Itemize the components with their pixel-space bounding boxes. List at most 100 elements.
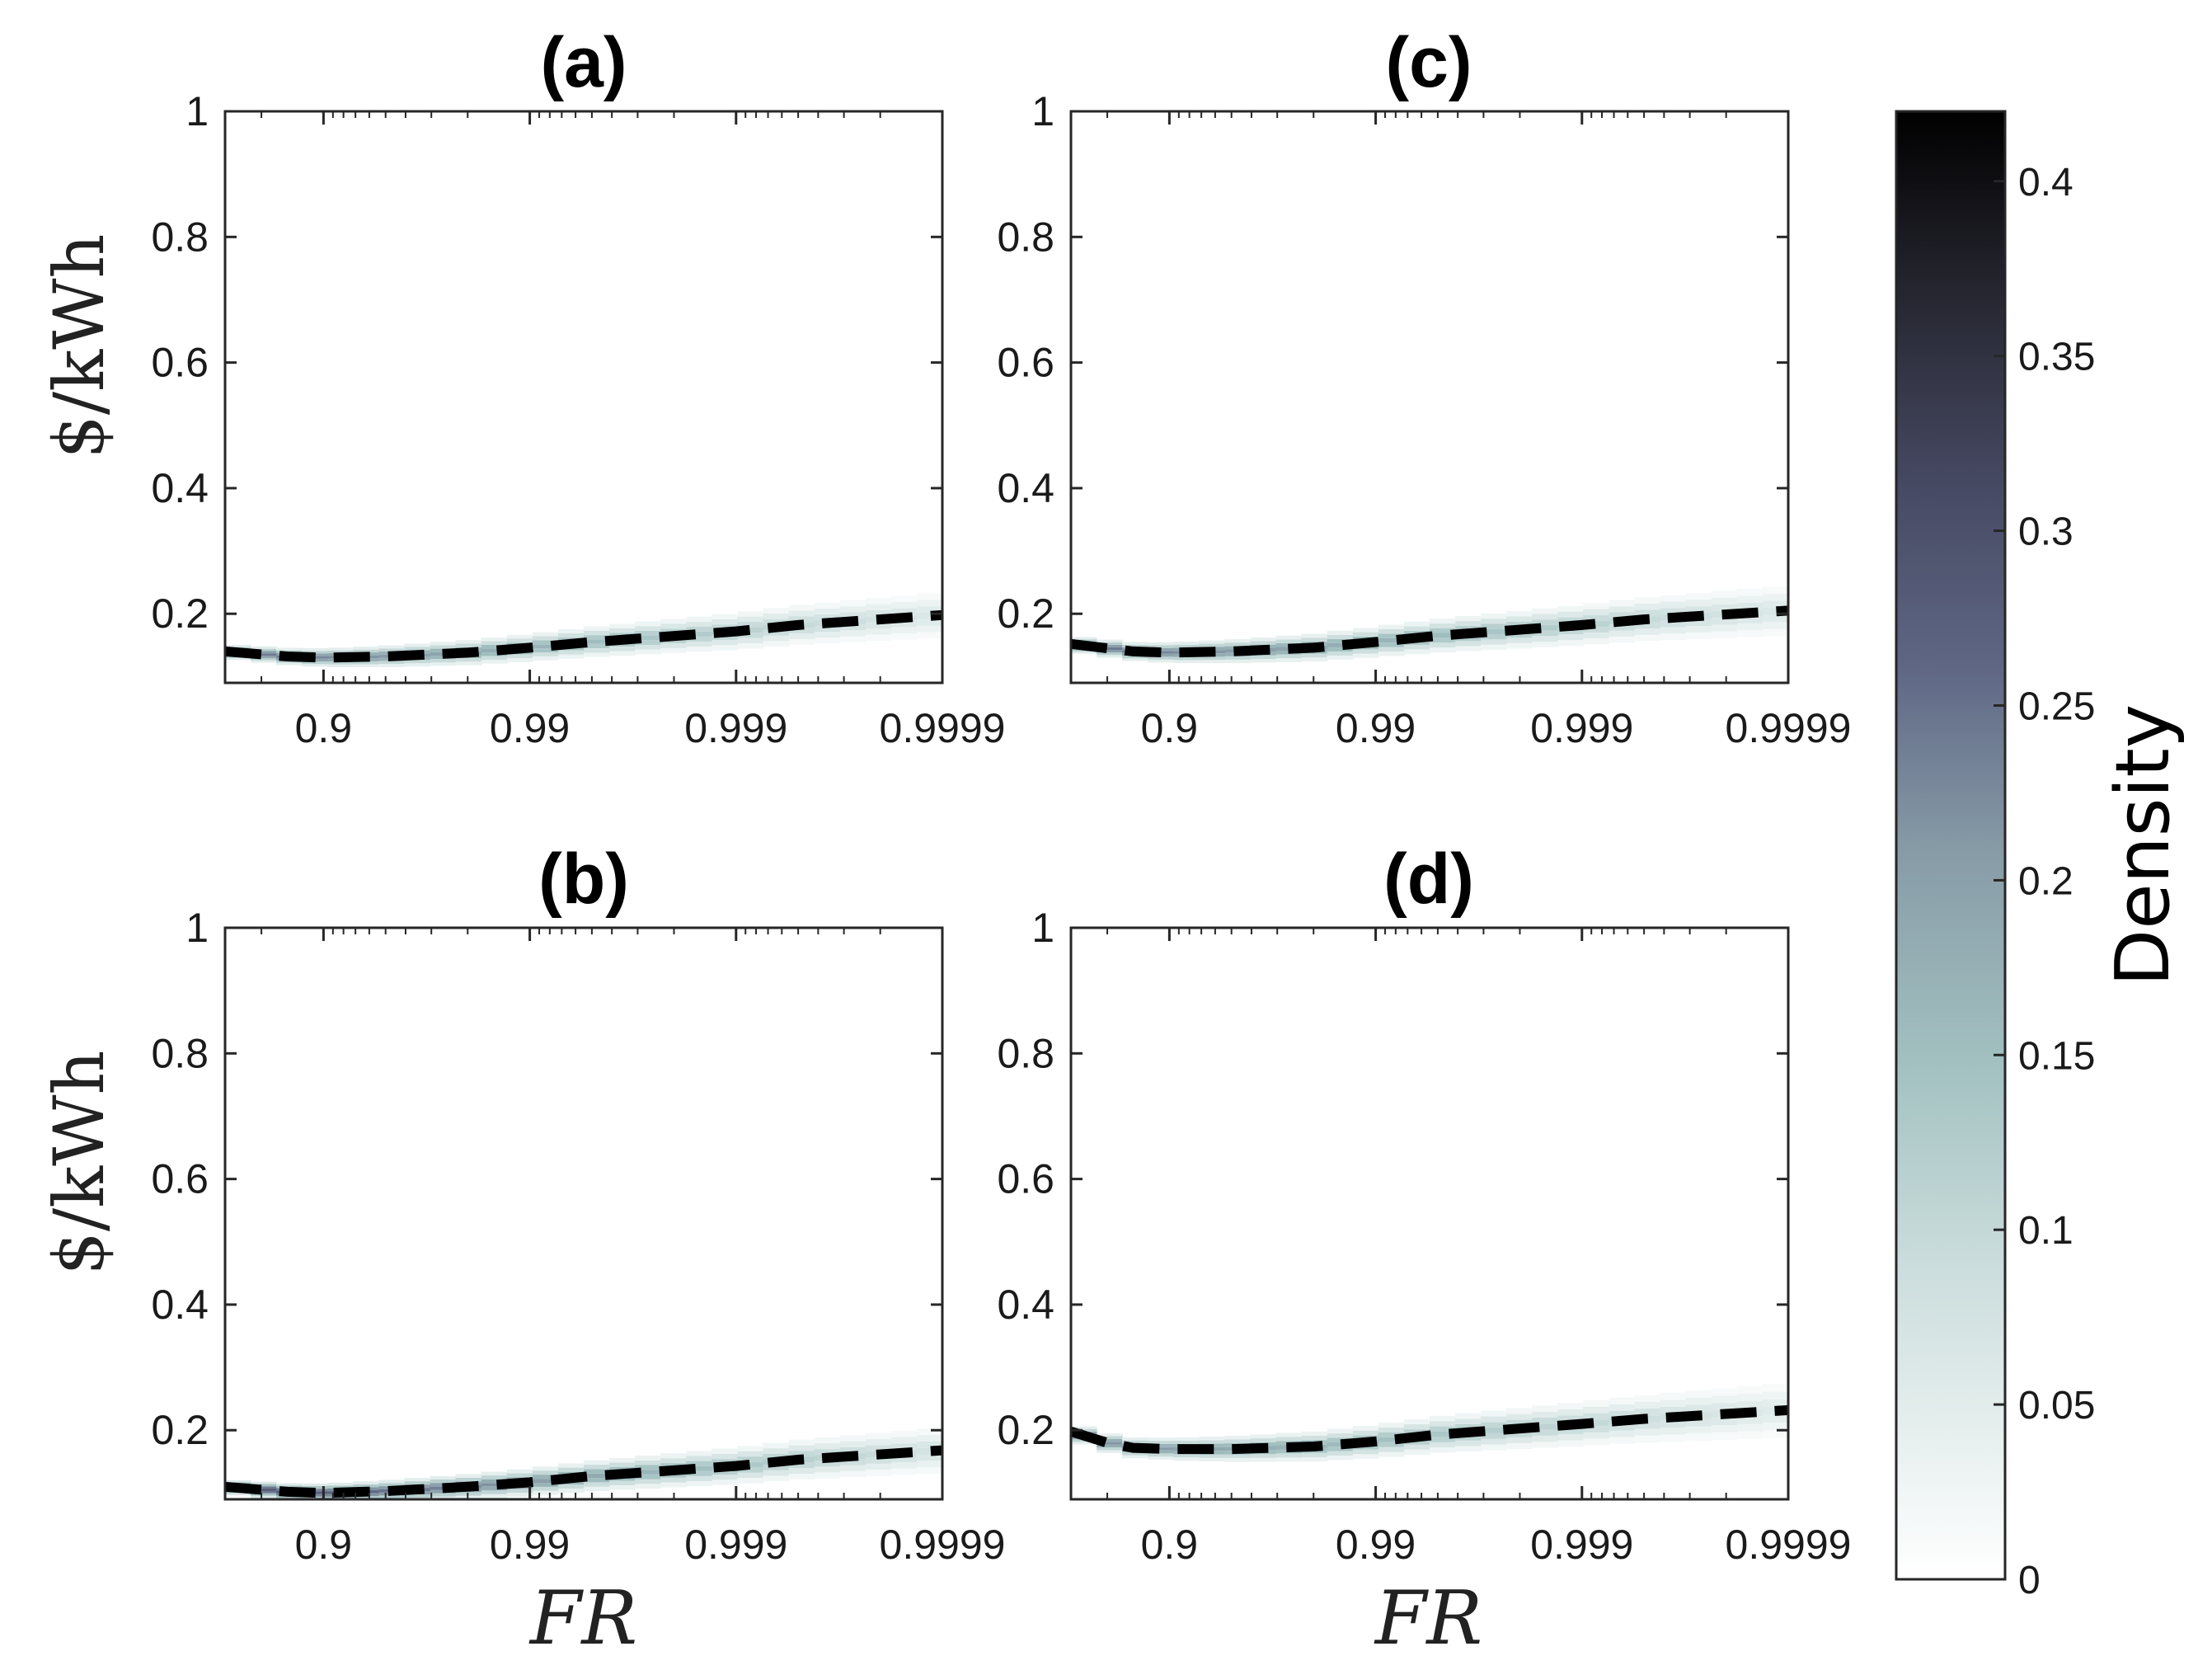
density-cell-c: [1097, 647, 1123, 650]
density-cell-b: [763, 1453, 790, 1460]
density-cell-d: [1301, 1452, 1328, 1457]
density-cell-c: [1455, 641, 1482, 647]
density-cell-d: [1506, 1408, 1533, 1414]
density-cell-a: [814, 608, 841, 614]
density-cell-c: [1762, 593, 1789, 601]
x-tick-label: 0.9: [295, 1522, 353, 1568]
density-cell-b: [481, 1490, 508, 1494]
density-cell-b: [506, 1469, 533, 1474]
density-cell-c: [1199, 656, 1226, 661]
density-cell-a: [532, 652, 559, 656]
density-cell-d: [1378, 1447, 1405, 1452]
density-cell-c: [1660, 601, 1687, 609]
density-cell-a: [532, 644, 559, 649]
density-cell-c: [1685, 619, 1712, 626]
density-cell-c: [1481, 634, 1507, 640]
density-cell-a: [916, 619, 943, 626]
density-cell-a: [506, 634, 533, 639]
density-cell-c: [1122, 642, 1148, 645]
density-cell-b: [660, 1477, 687, 1483]
density-cell-b: [890, 1468, 918, 1475]
density-cell-a: [584, 652, 610, 657]
density-cell-b: [225, 1493, 251, 1496]
y-ticks-a: 0.2 0.4 0.6 0.8 1: [151, 88, 942, 637]
density-band-b: [225, 1428, 943, 1499]
density-cell-d: [1173, 1437, 1200, 1441]
density-cell-d: [1762, 1391, 1789, 1400]
density-cell-d: [1378, 1451, 1405, 1457]
density-cell-b: [890, 1437, 918, 1444]
density-cell-a: [686, 621, 712, 627]
density-cell-c: [1660, 633, 1687, 641]
density-cell-c: [1173, 642, 1200, 645]
density-cell-d: [1097, 1447, 1123, 1451]
density-cell-c: [1148, 645, 1174, 648]
y-ticks-c: 0.2 0.4 0.6 0.8 1: [997, 88, 1788, 637]
density-cell-d: [1327, 1451, 1354, 1456]
density-cell-d: [1275, 1457, 1303, 1462]
density-cell-d: [1173, 1457, 1200, 1461]
density-cell-d: [1173, 1440, 1200, 1444]
density-cell-d: [1455, 1435, 1482, 1441]
density-cell-c: [1685, 606, 1712, 614]
density-cell-d: [1403, 1439, 1430, 1445]
density-cell-a: [302, 651, 328, 654]
density-cell-d: [1199, 1457, 1226, 1462]
density-cell-b: [609, 1485, 636, 1490]
density-cell-d: [1685, 1397, 1712, 1405]
density-cell-b: [609, 1480, 636, 1485]
density-cell-a: [737, 637, 764, 643]
density-cell-b: [916, 1467, 943, 1474]
density-cell-c: [1403, 644, 1430, 650]
x-tick-label: 0.99: [1336, 1522, 1416, 1568]
density-cell-d: [1711, 1418, 1738, 1425]
density-cell-b: [506, 1493, 533, 1497]
density-cell-d: [1532, 1442, 1558, 1448]
density-cell-c: [1430, 647, 1456, 652]
density-cell-a: [686, 636, 712, 642]
density-cell-c: [1736, 602, 1763, 610]
density-cell-b: [635, 1475, 661, 1479]
density-cell-c: [1609, 600, 1636, 607]
density-cell-c: [1378, 647, 1405, 652]
density-cell-d: [1097, 1450, 1123, 1453]
density-cell-a: [481, 637, 508, 642]
density-cell-a: [660, 623, 687, 629]
density-cell-a: [660, 647, 687, 653]
density-cell-b: [763, 1470, 790, 1476]
density-cell-c: [1532, 642, 1558, 647]
density-cell-c: [1199, 643, 1226, 647]
density-cell-d: [1762, 1399, 1789, 1408]
density-cell-d: [1403, 1449, 1430, 1455]
density-cell-a: [225, 657, 251, 661]
density-cell-b: [557, 1463, 585, 1468]
density-cell-c: [1583, 620, 1610, 627]
y-tick-label: 1: [186, 88, 209, 134]
density-cell-d: [1071, 1428, 1097, 1432]
density-cell-b: [660, 1482, 687, 1488]
density-cell-d: [1327, 1432, 1354, 1438]
density-cell-c: [1660, 627, 1687, 634]
density-cell-b: [737, 1472, 764, 1479]
density-cell-c: [1736, 616, 1763, 623]
density-cell-a: [865, 622, 892, 629]
panel-title-b: (b): [538, 840, 629, 919]
density-cell-c: [1097, 655, 1123, 658]
density-cell-a: [251, 657, 277, 661]
colorbar-tick-label: 0.15: [2018, 1034, 2095, 1078]
density-cell-b: [788, 1462, 815, 1469]
density-cell-a: [302, 648, 328, 652]
density-cell-d: [1711, 1403, 1738, 1411]
density-cell-a: [455, 661, 482, 666]
density-cell-d: [1481, 1444, 1507, 1451]
density-cell-d: [1097, 1442, 1123, 1445]
density-cell-a: [455, 657, 482, 662]
density-cell-a: [763, 614, 790, 619]
density-cell-d: [1327, 1428, 1354, 1433]
density-cell-c: [1455, 646, 1482, 652]
density-cell-d: [1532, 1418, 1558, 1424]
density-cell-a: [788, 638, 815, 645]
density-cell-b: [481, 1479, 508, 1484]
density-cell-c: [1609, 612, 1636, 619]
density-cell-d: [1430, 1437, 1456, 1442]
